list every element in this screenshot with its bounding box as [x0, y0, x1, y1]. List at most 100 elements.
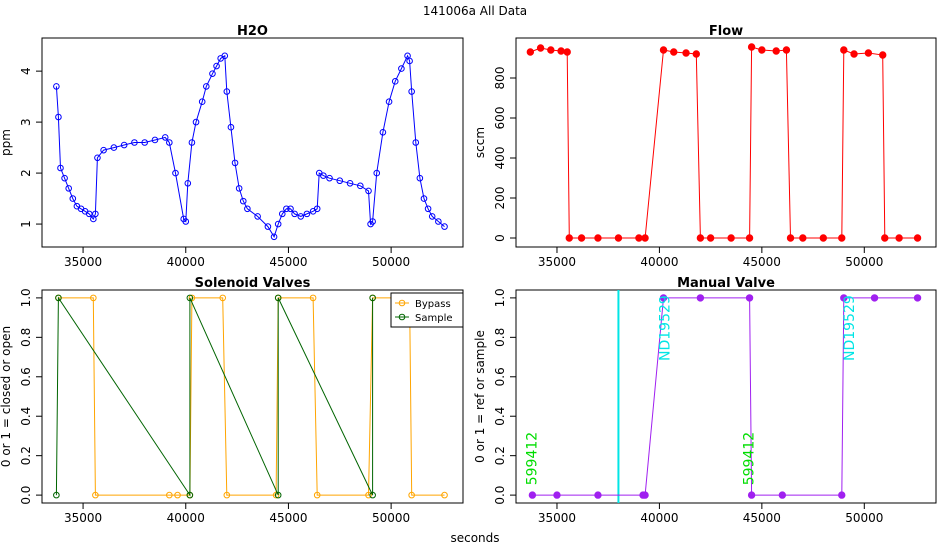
data-point: [786, 234, 795, 242]
figure-x-axis-label: seconds: [450, 531, 500, 545]
data-point: [172, 169, 179, 177]
x-tick-label: 35000: [64, 511, 102, 525]
plot-frame: [41, 289, 464, 504]
data-point: [309, 294, 317, 302]
data-point: [239, 197, 247, 205]
data-point: [692, 50, 700, 58]
data-point: [90, 294, 97, 302]
data-point: [682, 49, 690, 57]
data-point: [635, 234, 643, 242]
data-point: [61, 174, 68, 182]
panel-manual: Manual Valve 0 or 1 = ref or sample 35000 4…: [473, 276, 937, 525]
data-point: [772, 47, 780, 55]
data-point: [547, 46, 555, 54]
y-tick-label: 0: [493, 234, 507, 242]
data-point: [53, 83, 60, 90]
y-tick-label: 0.0: [19, 486, 33, 505]
data-point: [221, 52, 229, 60]
data-point: [365, 491, 372, 499]
data-point: [614, 234, 623, 242]
data-point: [659, 46, 668, 54]
y-axis-label: 0 or 1 = ref or sample: [473, 330, 487, 463]
data-point: [782, 46, 791, 54]
data-point: [385, 98, 393, 106]
y-axis-label: sccm: [473, 127, 487, 158]
data-point: [336, 177, 344, 185]
data-point: [110, 144, 118, 151]
data-point: [274, 220, 282, 228]
data-point: [209, 70, 216, 77]
data-point: [840, 46, 848, 54]
data-point: [120, 141, 128, 149]
data-point: [151, 136, 159, 144]
data-point: [536, 44, 545, 52]
data-point: [870, 294, 879, 302]
data-point: [326, 174, 333, 182]
data-point: [223, 491, 231, 499]
panel-solenoid: Solenoid Valves 0 or 1 = closed or open 35…: [0, 276, 464, 525]
data-point: [219, 294, 227, 302]
data-point: [166, 491, 173, 499]
data-point: [528, 491, 537, 499]
data-point: [441, 223, 448, 230]
data-point: [94, 154, 101, 162]
data-point: [408, 491, 415, 499]
y-axis-label: ppm: [0, 129, 13, 156]
data-point: [264, 223, 272, 230]
data-point: [379, 129, 387, 136]
data-point: [758, 46, 766, 54]
plot-frame: [41, 37, 464, 248]
x-tick-label: 50000: [372, 255, 410, 269]
x-tick-label: 45000: [743, 255, 781, 269]
data-point: [186, 294, 194, 302]
data-point: [391, 78, 399, 85]
data-point: [557, 47, 565, 55]
legend-box: [390, 292, 464, 328]
y-tick-label: 400: [493, 147, 507, 170]
y-tick-label: 0.0: [493, 486, 507, 505]
x-tick-label: 35000: [538, 511, 576, 525]
data-point: [213, 62, 220, 70]
y-tick-label: 0.2: [19, 446, 33, 465]
data-point: [747, 43, 756, 51]
data-point: [406, 57, 413, 65]
data-point: [313, 205, 321, 213]
x-tick-label: 40000: [640, 255, 678, 269]
series-line: [532, 297, 918, 496]
data-point: [92, 491, 99, 499]
data-point: [202, 83, 210, 90]
data-point: [141, 139, 148, 146]
y-tick-label: 3: [19, 118, 33, 126]
data-point: [365, 187, 372, 195]
data-point: [416, 174, 424, 182]
chart-title: Flow: [709, 24, 743, 39]
data-point: [346, 179, 354, 187]
y-tick-label: 0.4: [19, 407, 33, 426]
data-point: [274, 294, 282, 302]
data-point: [188, 294, 196, 302]
data-point: [369, 294, 376, 302]
data-point: [184, 179, 192, 187]
data-point: [92, 210, 99, 218]
x-tick-label: 45000: [269, 511, 307, 525]
data-point: [254, 213, 261, 220]
data-point: [913, 234, 922, 242]
data-point: [182, 218, 190, 225]
data-point: [313, 491, 321, 499]
data-point: [373, 169, 381, 177]
x-tick-label: 50000: [845, 511, 883, 525]
data-point: [441, 491, 448, 499]
y-tick-label: 0.8: [19, 328, 33, 347]
data-point: [641, 491, 649, 499]
plot-frame: [515, 37, 937, 248]
data-point: [57, 164, 64, 172]
data-point: [166, 139, 173, 146]
x-tick-label: 50000: [372, 511, 410, 525]
data-point: [565, 234, 573, 242]
data-point: [55, 113, 62, 121]
x-tick-label: 45000: [269, 255, 307, 269]
x-tick-label: 50000: [845, 255, 883, 269]
y-tick-label: 200: [493, 187, 507, 210]
data-point: [838, 234, 846, 242]
